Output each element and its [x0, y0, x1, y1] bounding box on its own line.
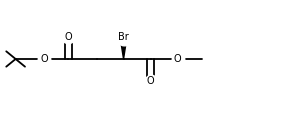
- Text: O: O: [40, 54, 48, 64]
- Text: O: O: [147, 76, 154, 86]
- Text: O: O: [64, 32, 72, 42]
- Text: O: O: [174, 54, 181, 64]
- Polygon shape: [120, 37, 127, 59]
- Text: Br: Br: [118, 32, 129, 42]
